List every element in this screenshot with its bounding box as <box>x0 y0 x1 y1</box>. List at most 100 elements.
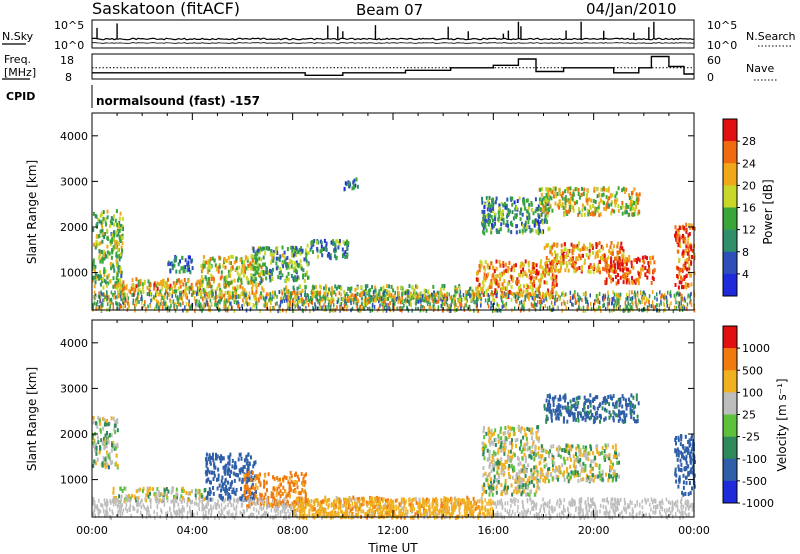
power-cell <box>674 297 677 302</box>
velocity-cell <box>269 503 272 507</box>
power-cell <box>651 300 654 305</box>
power-cell <box>162 282 164 287</box>
power-cell <box>347 241 350 246</box>
power-cell <box>212 277 215 282</box>
power-cell <box>325 244 328 249</box>
power-cell <box>178 269 181 274</box>
power-cell <box>118 241 120 246</box>
power-cell <box>349 289 352 294</box>
velocity-cell <box>105 455 108 460</box>
power-cell <box>115 295 117 300</box>
power-cell <box>580 307 582 311</box>
velocity-cell <box>220 454 223 459</box>
power-cell <box>247 302 250 306</box>
power-cell <box>305 256 307 261</box>
velocity-cell <box>228 461 231 466</box>
power-cell <box>678 257 681 262</box>
power-cell <box>259 293 262 298</box>
power-cell <box>534 291 536 296</box>
power-cell <box>433 292 436 297</box>
power-cell <box>572 302 574 307</box>
power-cell <box>254 266 257 270</box>
power-cell <box>116 302 118 307</box>
power-cell <box>690 298 692 303</box>
power-cell <box>116 233 119 238</box>
power-cell <box>330 303 332 308</box>
power-cell <box>611 263 614 268</box>
power-cell <box>550 246 553 251</box>
power-cell <box>492 223 495 228</box>
power-cell <box>303 257 306 262</box>
power-cell <box>425 308 428 313</box>
power-cell <box>207 303 209 307</box>
power-cell <box>237 278 239 283</box>
power-cell <box>187 308 189 313</box>
power-cell <box>215 267 218 272</box>
power-cell <box>184 258 187 263</box>
power-cell <box>276 246 279 250</box>
power-cell <box>530 272 533 276</box>
power-cell <box>430 305 432 310</box>
power-cell <box>291 245 294 250</box>
power-cell <box>631 191 633 196</box>
power-cell <box>554 201 557 206</box>
power-cell <box>144 308 147 313</box>
power-cell <box>410 295 413 300</box>
power-cell <box>177 286 180 291</box>
power-cell <box>336 305 338 310</box>
velocity-cell <box>323 509 326 514</box>
power-cell <box>490 305 492 310</box>
power-cell <box>123 286 126 291</box>
velocity-cell <box>161 499 163 504</box>
power-cell <box>440 303 442 308</box>
velocity-cell <box>92 463 95 468</box>
power-cell <box>288 304 291 309</box>
power-cell <box>571 196 574 201</box>
power-cell <box>392 298 394 303</box>
power-cell <box>223 300 225 305</box>
power-cell <box>258 263 261 268</box>
power-cell <box>404 297 407 302</box>
power-cell <box>409 294 412 298</box>
power-cell <box>483 219 486 224</box>
power-cell <box>401 292 404 297</box>
power-cell <box>247 280 250 285</box>
power-cell <box>325 241 328 246</box>
power-cell <box>415 306 417 311</box>
power-cell <box>113 233 116 238</box>
velocity-cell <box>246 504 249 509</box>
velocity-cell <box>226 471 229 476</box>
power-cell <box>450 305 452 310</box>
power-cell <box>103 298 105 303</box>
power-cell <box>135 300 137 305</box>
power-cell <box>492 209 495 214</box>
power-cell <box>598 260 601 264</box>
power-cell <box>304 290 306 295</box>
power-cell <box>106 255 109 259</box>
power-cell <box>648 303 651 308</box>
power-cell <box>552 307 555 312</box>
power-cell <box>682 239 685 244</box>
power-cell <box>283 298 286 303</box>
velocity-cell <box>353 497 356 502</box>
power-cell <box>392 299 395 304</box>
power-cell <box>155 283 158 288</box>
power-cell <box>485 196 488 201</box>
power-cell <box>545 243 548 248</box>
velocity-cell <box>440 498 443 503</box>
velocity-cell <box>209 490 212 495</box>
power-cell <box>655 304 657 309</box>
power-cell <box>310 245 313 250</box>
power-cell <box>147 304 149 309</box>
power-cell <box>241 265 244 270</box>
power-cell <box>119 284 122 288</box>
velocity-cell <box>145 493 148 498</box>
power-cell <box>237 294 240 299</box>
power-cell <box>618 260 621 265</box>
power-cell <box>304 293 306 297</box>
power-cell <box>571 194 574 199</box>
velocity-cell <box>478 512 481 517</box>
power-cell <box>273 292 275 297</box>
power-cell <box>493 290 496 295</box>
power-cell <box>296 262 299 267</box>
